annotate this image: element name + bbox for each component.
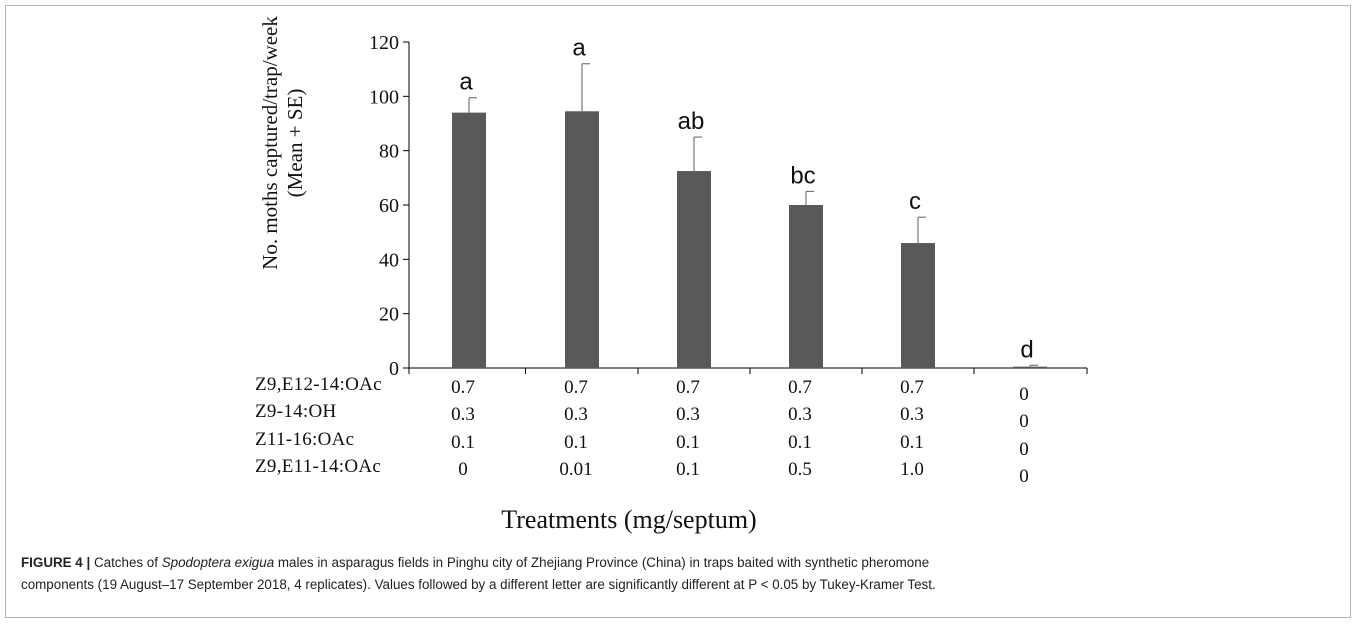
figure-caption: FIGURE 4 | Catches of Spodoptera exigua … bbox=[21, 552, 1331, 596]
treatment-value: 0.1 bbox=[900, 432, 924, 453]
y-tick-label: 40 bbox=[379, 249, 399, 271]
bar-4 bbox=[789, 205, 823, 368]
bar-3 bbox=[677, 171, 711, 368]
significance-letter-5: c bbox=[909, 188, 921, 215]
bar-chart: 0 20 40 60 80 100 120 a a ab bc c d Z9,E12-14:OAc 0.… bbox=[255, 16, 1088, 534]
bars bbox=[452, 111, 1047, 369]
treatment-value: 0.3 bbox=[788, 404, 812, 425]
treatment-value: 0 bbox=[1019, 411, 1029, 432]
bar-2 bbox=[565, 111, 599, 369]
treatment-value: 0.7 bbox=[564, 377, 588, 398]
y-tick-label: 60 bbox=[379, 195, 399, 217]
treatment-value: 0.3 bbox=[900, 404, 924, 425]
treatment-value: 0.7 bbox=[900, 377, 924, 398]
treatment-value: 0.3 bbox=[564, 404, 588, 425]
treatment-value: 0.1 bbox=[676, 432, 700, 453]
treatment-value: 0.5 bbox=[788, 459, 812, 480]
treatment-value: 0 bbox=[458, 459, 468, 480]
treatment-value: 0 bbox=[1019, 439, 1029, 460]
x-axis bbox=[408, 367, 1088, 374]
y-tick-label: 100 bbox=[369, 86, 399, 108]
significance-letter-4: bc bbox=[790, 162, 815, 189]
treatment-value: 0 bbox=[1019, 466, 1029, 487]
treatment-table: Z9,E12-14:OAc 0.7 0.7 0.7 0.7 0.7 0 Z9-14:OH 0.3… bbox=[255, 374, 1029, 487]
y-tick-label: 20 bbox=[379, 304, 399, 326]
significance-letter-3: ab bbox=[678, 108, 705, 135]
y-tick-label: 0 bbox=[389, 358, 399, 380]
treatment-value: 0.7 bbox=[451, 377, 475, 398]
x-axis-label: Treatments (mg/septum) bbox=[501, 505, 756, 534]
treatment-value: 0.7 bbox=[788, 377, 812, 398]
treatment-value: 0.1 bbox=[451, 432, 475, 453]
y-tick-label: 120 bbox=[369, 32, 399, 54]
treatment-name-2: Z9-14:OH bbox=[255, 401, 337, 422]
treatment-value: 0.7 bbox=[676, 377, 700, 398]
treatment-name-3: Z11-16:OAc bbox=[255, 429, 354, 450]
significance-letter-6: d bbox=[1020, 336, 1033, 363]
treatment-name-4: Z9,E11-14:OAc bbox=[255, 456, 381, 477]
y-axis-label-line2: (Mean + SE) bbox=[283, 89, 307, 198]
treatment-value: 0.1 bbox=[788, 432, 812, 453]
treatment-value: 0.01 bbox=[559, 459, 592, 480]
caption-label: FIGURE 4 | bbox=[21, 555, 91, 570]
treatment-value: 0.3 bbox=[676, 404, 700, 425]
caption-species: Spodoptera exigua bbox=[161, 555, 275, 570]
treatment-name-1: Z9,E12-14:OAc bbox=[255, 374, 382, 395]
bar-1 bbox=[452, 112, 486, 368]
treatment-value: 0 bbox=[1019, 384, 1029, 405]
treatment-value: 0.1 bbox=[676, 459, 700, 480]
treatment-value: 0.1 bbox=[564, 432, 588, 453]
caption-text-line2: components (19 August–17 September 2018,… bbox=[21, 577, 936, 592]
y-tick-label: 80 bbox=[379, 141, 399, 163]
significance-letter-1: a bbox=[459, 69, 473, 96]
treatment-value: 0.3 bbox=[451, 404, 475, 425]
significance-letters: a a ab bc c d bbox=[459, 35, 1033, 364]
y-axis: 0 20 40 60 80 100 120 bbox=[369, 32, 410, 380]
bar-5 bbox=[901, 243, 935, 368]
significance-letter-2: a bbox=[572, 35, 586, 62]
caption-text-line1: males in asparagus fields in Pinghu city… bbox=[277, 555, 930, 570]
bar-6 bbox=[1013, 366, 1047, 368]
caption-text-before: Catches of bbox=[93, 555, 158, 570]
treatment-value: 1.0 bbox=[900, 459, 924, 480]
error-bars bbox=[468, 63, 1038, 367]
y-axis-label-line1: No. moths captured/trap/week bbox=[258, 16, 282, 270]
